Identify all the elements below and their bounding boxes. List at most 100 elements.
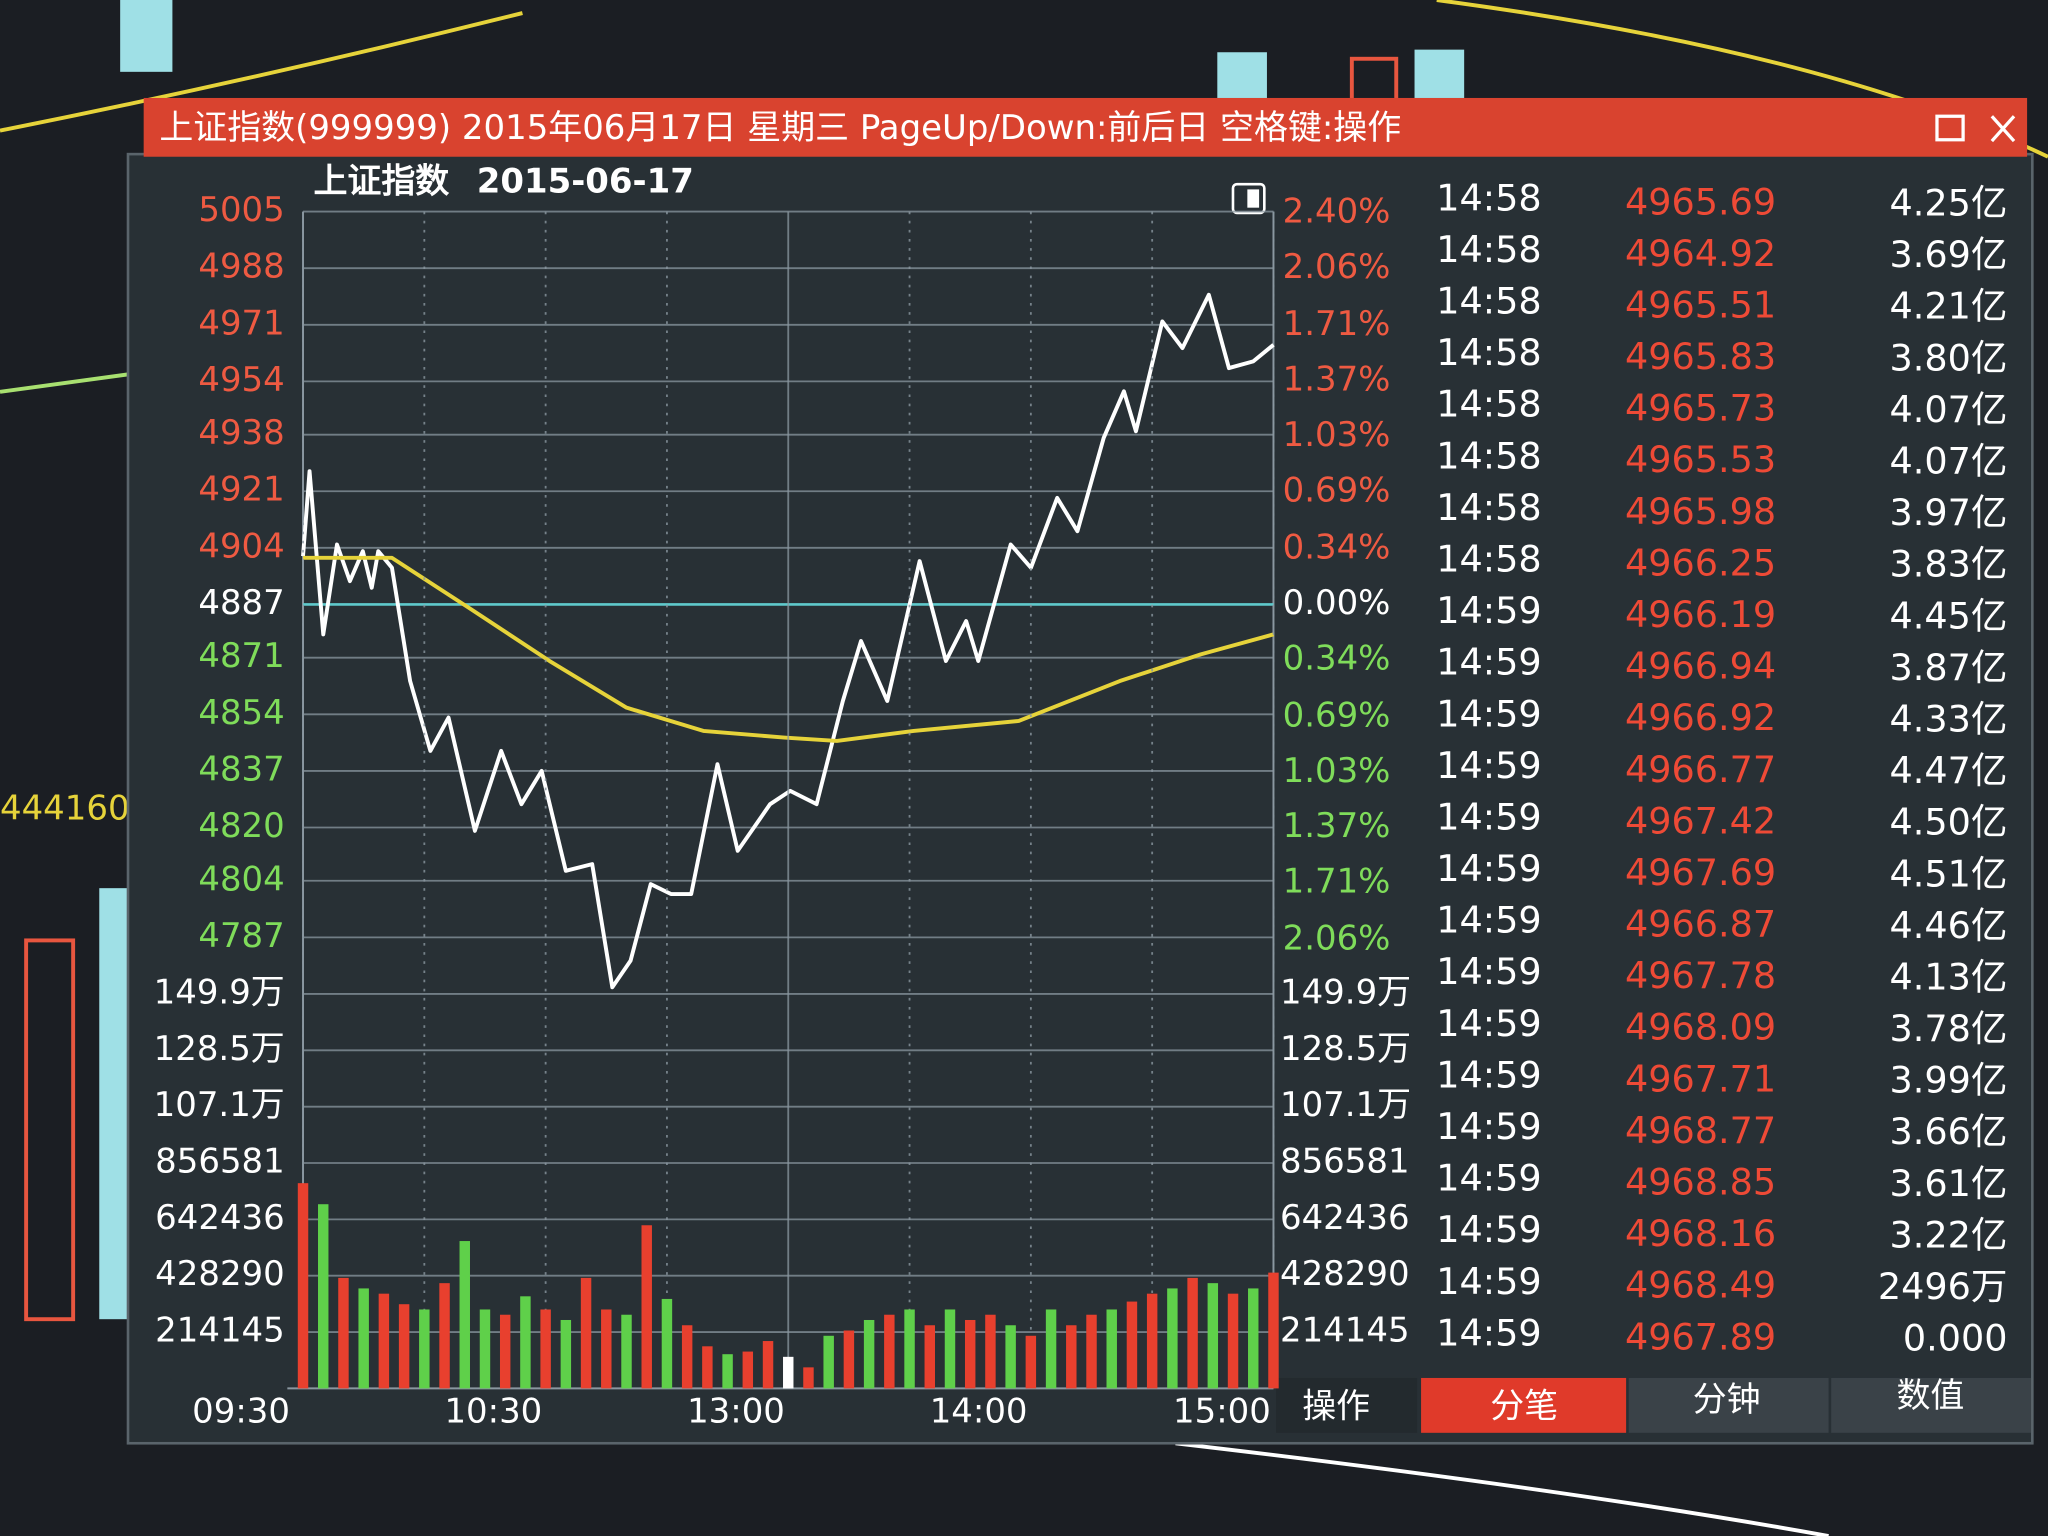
bg-candle bbox=[99, 888, 128, 1320]
trade-time: 14:59 bbox=[1436, 692, 1541, 735]
y-tick-label: 642436 bbox=[155, 1198, 285, 1238]
x-tick-label: 09:30 bbox=[192, 1392, 290, 1432]
volume-bar bbox=[1005, 1325, 1016, 1389]
bg-candle bbox=[24, 938, 76, 1322]
tab[interactable] bbox=[1831, 1377, 2032, 1433]
volume-bar bbox=[419, 1309, 430, 1389]
volume-bar bbox=[1207, 1283, 1219, 1389]
volume-bar bbox=[580, 1277, 592, 1389]
y2-tick-label: 1.37% bbox=[1283, 806, 1391, 846]
trade-price: 4968.09 bbox=[1625, 1006, 1776, 1049]
title-bar bbox=[143, 97, 2028, 157]
trade-amount: 3.97亿 bbox=[1890, 491, 2008, 534]
volume-bar bbox=[924, 1325, 935, 1389]
price-line bbox=[303, 555, 1274, 743]
trade-time: 14:58 bbox=[1436, 486, 1541, 529]
trade-price: 4967.71 bbox=[1625, 1057, 1776, 1100]
chart-title: 上证指数 bbox=[313, 161, 449, 201]
trade-amount: 4.46亿 bbox=[1890, 904, 2008, 947]
volume-bar bbox=[964, 1319, 976, 1389]
volume-bar bbox=[863, 1319, 875, 1389]
trade-price: 4965.53 bbox=[1625, 438, 1776, 481]
tab-label[interactable]: 数值 bbox=[1897, 1376, 1965, 1416]
trade-price: 4966.25 bbox=[1625, 541, 1776, 584]
volume-bar bbox=[783, 1356, 794, 1389]
volume-bar bbox=[1248, 1288, 1259, 1389]
close-button[interactable] bbox=[1990, 115, 2016, 143]
bg-line bbox=[0, 11, 523, 133]
y-tick-label: 107.1万 bbox=[154, 1085, 285, 1125]
panel-icon[interactable] bbox=[1231, 182, 1266, 215]
trade-time: 14:58 bbox=[1436, 331, 1541, 374]
trade-time: 14:59 bbox=[1436, 1105, 1541, 1148]
y2-tick-label: 0.34% bbox=[1283, 527, 1391, 567]
y-tick-label: 4820 bbox=[198, 806, 284, 846]
volume-bar bbox=[520, 1296, 531, 1389]
trade-time: 14:58 bbox=[1436, 228, 1541, 271]
y2-tick-label: 1.37% bbox=[1283, 360, 1391, 400]
trade-time: 14:58 bbox=[1436, 383, 1541, 426]
volume-bar bbox=[944, 1309, 956, 1389]
volume-bar bbox=[702, 1346, 713, 1389]
y-tick-label: 4804 bbox=[198, 859, 284, 899]
volume-bar bbox=[661, 1298, 673, 1389]
trade-price: 4965.83 bbox=[1625, 335, 1776, 378]
chart-date: 2015-06-17 bbox=[477, 161, 694, 201]
trade-amount: 4.25亿 bbox=[1890, 182, 2008, 225]
tab[interactable] bbox=[1276, 1377, 1418, 1433]
trade-time: 14:59 bbox=[1436, 641, 1541, 684]
trade-time: 14:59 bbox=[1436, 1002, 1541, 1045]
trade-price: 4966.77 bbox=[1625, 748, 1776, 791]
volume-bar bbox=[1126, 1301, 1138, 1389]
volume-bar bbox=[499, 1314, 511, 1389]
y-tick-label: 214145 bbox=[155, 1311, 285, 1351]
trade-amount: 4.33亿 bbox=[1890, 697, 2008, 740]
volume-bar bbox=[1045, 1309, 1057, 1389]
y-tick-label: 4871 bbox=[198, 636, 284, 676]
volume-bar bbox=[803, 1367, 814, 1389]
trade-price: 4966.92 bbox=[1625, 696, 1776, 739]
volume-bar bbox=[1268, 1272, 1279, 1389]
trade-time: 14:59 bbox=[1436, 589, 1541, 632]
volume-bar bbox=[1106, 1309, 1117, 1389]
volume-bar bbox=[1025, 1335, 1037, 1389]
trade-price: 4965.73 bbox=[1625, 387, 1776, 430]
trade-time: 14:58 bbox=[1436, 176, 1541, 219]
y2-tick-label: 0.00% bbox=[1283, 583, 1391, 623]
x-tick-label: 14:00 bbox=[930, 1392, 1028, 1432]
trade-amount: 3.78亿 bbox=[1890, 1007, 2008, 1050]
trade-amount: 4.50亿 bbox=[1890, 801, 2008, 844]
y2-tick-label: 2.06% bbox=[1283, 247, 1391, 287]
x-tick-label: 10:30 bbox=[444, 1392, 542, 1432]
tab[interactable] bbox=[1628, 1377, 1829, 1433]
trade-amount: 4.07亿 bbox=[1890, 440, 2008, 483]
volume-bar bbox=[338, 1277, 349, 1389]
trade-time: 14:59 bbox=[1436, 899, 1541, 942]
maximize-button[interactable] bbox=[1935, 114, 1965, 142]
tab-label[interactable]: 分笔 bbox=[1490, 1387, 1558, 1427]
tab-label[interactable]: 操作 bbox=[1302, 1387, 1370, 1427]
volume-bar bbox=[681, 1325, 693, 1389]
trade-time: 14:59 bbox=[1436, 1053, 1541, 1096]
price-line bbox=[301, 292, 1275, 990]
volume-bar bbox=[1167, 1288, 1178, 1389]
tab-label[interactable]: 分钟 bbox=[1693, 1380, 1761, 1420]
trade-price: 4967.69 bbox=[1625, 851, 1776, 894]
trade-price: 4967.89 bbox=[1625, 1315, 1776, 1358]
y-tick-label: 4837 bbox=[198, 749, 284, 789]
trade-price: 4966.87 bbox=[1625, 903, 1776, 946]
volume-bar bbox=[297, 1183, 309, 1389]
trade-price: 4966.94 bbox=[1625, 645, 1776, 688]
trade-price: 4965.98 bbox=[1625, 490, 1776, 533]
y-tick-label: 4904 bbox=[198, 526, 284, 566]
y2-tick-label: 0.69% bbox=[1283, 470, 1391, 510]
volume-bar bbox=[1066, 1325, 1077, 1389]
tab-active[interactable] bbox=[1421, 1377, 1627, 1433]
trade-time: 14:59 bbox=[1436, 1311, 1541, 1354]
panel-icon-fill bbox=[1247, 189, 1260, 208]
volume-bar bbox=[398, 1304, 410, 1389]
y-tick-label: 4921 bbox=[198, 470, 284, 510]
volume-bar bbox=[904, 1309, 915, 1389]
volume-bar bbox=[479, 1309, 491, 1389]
